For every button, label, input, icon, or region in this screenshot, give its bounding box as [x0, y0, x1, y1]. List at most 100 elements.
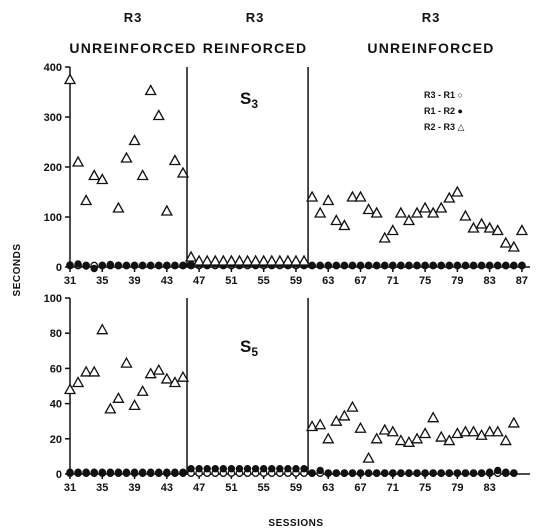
- s5-point-r1-r2: [324, 469, 332, 477]
- s3-point-r2-r3: [71, 155, 85, 167]
- s3-point-r2-r3: [418, 201, 432, 213]
- s3-point-r1-r2: [316, 261, 324, 270]
- s3-point-r1-r2: [163, 261, 171, 270]
- s5-point-r2-r3: [354, 421, 367, 433]
- panel-s5-label: S5: [240, 337, 258, 359]
- s5-point-r1-r2: [147, 468, 155, 476]
- s5-point-r1-r2: [203, 465, 211, 473]
- s3-point-r1-r2: [324, 261, 332, 270]
- s3-point-r1-r2: [453, 261, 462, 270]
- s3-point-r2-r3: [330, 214, 343, 226]
- s5-point-r1-r2: [106, 468, 115, 476]
- s5-point-r1-r2: [510, 469, 518, 477]
- s5-point-r2-r3: [63, 383, 77, 395]
- s3-x-tick-label: 43: [161, 275, 173, 287]
- s5-point-r1-r2: [155, 468, 163, 476]
- s3-point-r1-r2: [364, 261, 373, 270]
- s3-x-tick-label: 35: [96, 275, 108, 287]
- s5-point-r2-r3: [475, 428, 488, 440]
- s5-point-r1-r2: [74, 468, 82, 476]
- s3-x-tick-label: 47: [193, 275, 205, 287]
- s5-point-r1-r2: [445, 469, 453, 477]
- s3-point-r2-r3: [128, 134, 141, 146]
- s3-point-r2-r3: [217, 254, 230, 266]
- s3-x-tick-label: 55: [258, 275, 270, 287]
- s5-y-tick-label: 100: [44, 293, 62, 305]
- s5-x-tick-label: 39: [128, 482, 140, 494]
- s3-point-r1-r2: [477, 261, 486, 270]
- s5-point-r1-r2: [413, 469, 421, 477]
- s3-point-r2-r3: [475, 217, 488, 229]
- s3-point-r1-r2: [397, 261, 405, 270]
- s5-point-r1-r2: [429, 469, 437, 477]
- s3-point-r2-r3: [467, 221, 480, 233]
- s5-y-tick-label: 40: [50, 399, 62, 411]
- s3-point-r2-r3: [112, 201, 125, 213]
- s5-x-tick-label: 63: [322, 482, 334, 494]
- s3-x-tick-label: 51: [225, 275, 237, 287]
- s5-point-r1-r2: [332, 469, 341, 477]
- s5-x-tick-label: 47: [193, 482, 205, 494]
- s3-point-r1-r2: [510, 261, 518, 270]
- s5-point-r2-r3: [443, 434, 456, 446]
- s3-point-r2-r3: [354, 190, 367, 202]
- s5-x-tick-label: 75: [419, 482, 431, 494]
- s5-point-r2-r3: [160, 372, 173, 384]
- s5-point-r1-r2: [211, 465, 219, 473]
- s5-point-r1-r2: [138, 468, 147, 476]
- s5-point-r1-r2: [453, 469, 462, 477]
- s3-point-r2-r3: [168, 154, 182, 166]
- s5-point-r2-r3: [80, 365, 93, 377]
- s3-point-r1-r2: [82, 262, 90, 270]
- s5-point-r1-r2: [494, 466, 502, 475]
- legend-entry-r3-r1: R3 - R1 ○: [424, 90, 463, 100]
- s5-point-r1-r2: [235, 465, 244, 473]
- s3-point-r2-r3: [176, 166, 190, 178]
- s3-point-r1-r2: [171, 261, 179, 270]
- s3-y-tick-label: 200: [44, 162, 62, 174]
- s5-point-r1-r2: [405, 469, 413, 477]
- s5-point-r1-r2: [316, 466, 324, 475]
- s5-point-r1-r2: [122, 468, 131, 476]
- s5-point-r1-r2: [389, 469, 397, 477]
- s5-x-tick-label: 55: [258, 482, 270, 494]
- s3-point-r2-r3: [289, 254, 303, 266]
- s3-point-r2-r3: [402, 214, 416, 226]
- s5-point-r1-r2: [82, 468, 90, 476]
- s3-x-tick-label: 63: [322, 275, 334, 287]
- phase-2-name: R3: [246, 10, 265, 25]
- s5-point-r1-r2: [114, 468, 123, 476]
- s3-point-r1-r2: [372, 261, 381, 270]
- s3-point-r2-r3: [225, 254, 238, 266]
- s3-point-r2-r3: [362, 203, 375, 215]
- s5-point-r2-r3: [136, 384, 149, 396]
- s3-point-r1-r2: [445, 261, 453, 270]
- s5-point-r2-r3: [338, 409, 351, 421]
- s3-point-r2-r3: [346, 190, 359, 202]
- s5-point-r2-r3: [459, 425, 472, 437]
- s5-x-tick-label: 79: [451, 482, 463, 494]
- panel-s5: 0 20 40 60 80 100 31 35 39 43 47 51 55 59 63 67 71 75 79 83: [44, 293, 530, 494]
- s3-point-r2-r3: [491, 224, 504, 236]
- s3-point-r1-r2: [518, 261, 526, 270]
- s3-point-r1-r2: [332, 261, 341, 270]
- s5-point-r1-r2: [90, 468, 98, 476]
- s5-point-r2-r3: [176, 370, 190, 382]
- s5-point-r1-r2: [372, 469, 381, 477]
- s3-point-r2-r3: [322, 194, 335, 206]
- s5-point-r1-r2: [227, 465, 236, 473]
- s3-point-r1-r2: [485, 261, 494, 270]
- s3-x-tick-label: 87: [516, 275, 528, 287]
- s3-point-r1-r2: [187, 260, 195, 269]
- s5-point-r1-r2: [437, 469, 445, 477]
- s3-point-r1-r2: [179, 261, 187, 270]
- s5-point-r2-r3: [467, 425, 480, 437]
- s3-y-tick-label: 100: [44, 212, 62, 224]
- s5-point-r1-r2: [397, 469, 405, 477]
- s5-point-r1-r2: [268, 465, 276, 473]
- s3-point-r2-r3: [120, 151, 133, 163]
- panel-s3: 0 100 200 300 400 31 35 39 43 47 51 55 59 63 67 71 75 79 8…: [44, 62, 530, 287]
- s5-point-r1-r2: [485, 468, 494, 476]
- s5-point-r2-r3: [306, 420, 319, 432]
